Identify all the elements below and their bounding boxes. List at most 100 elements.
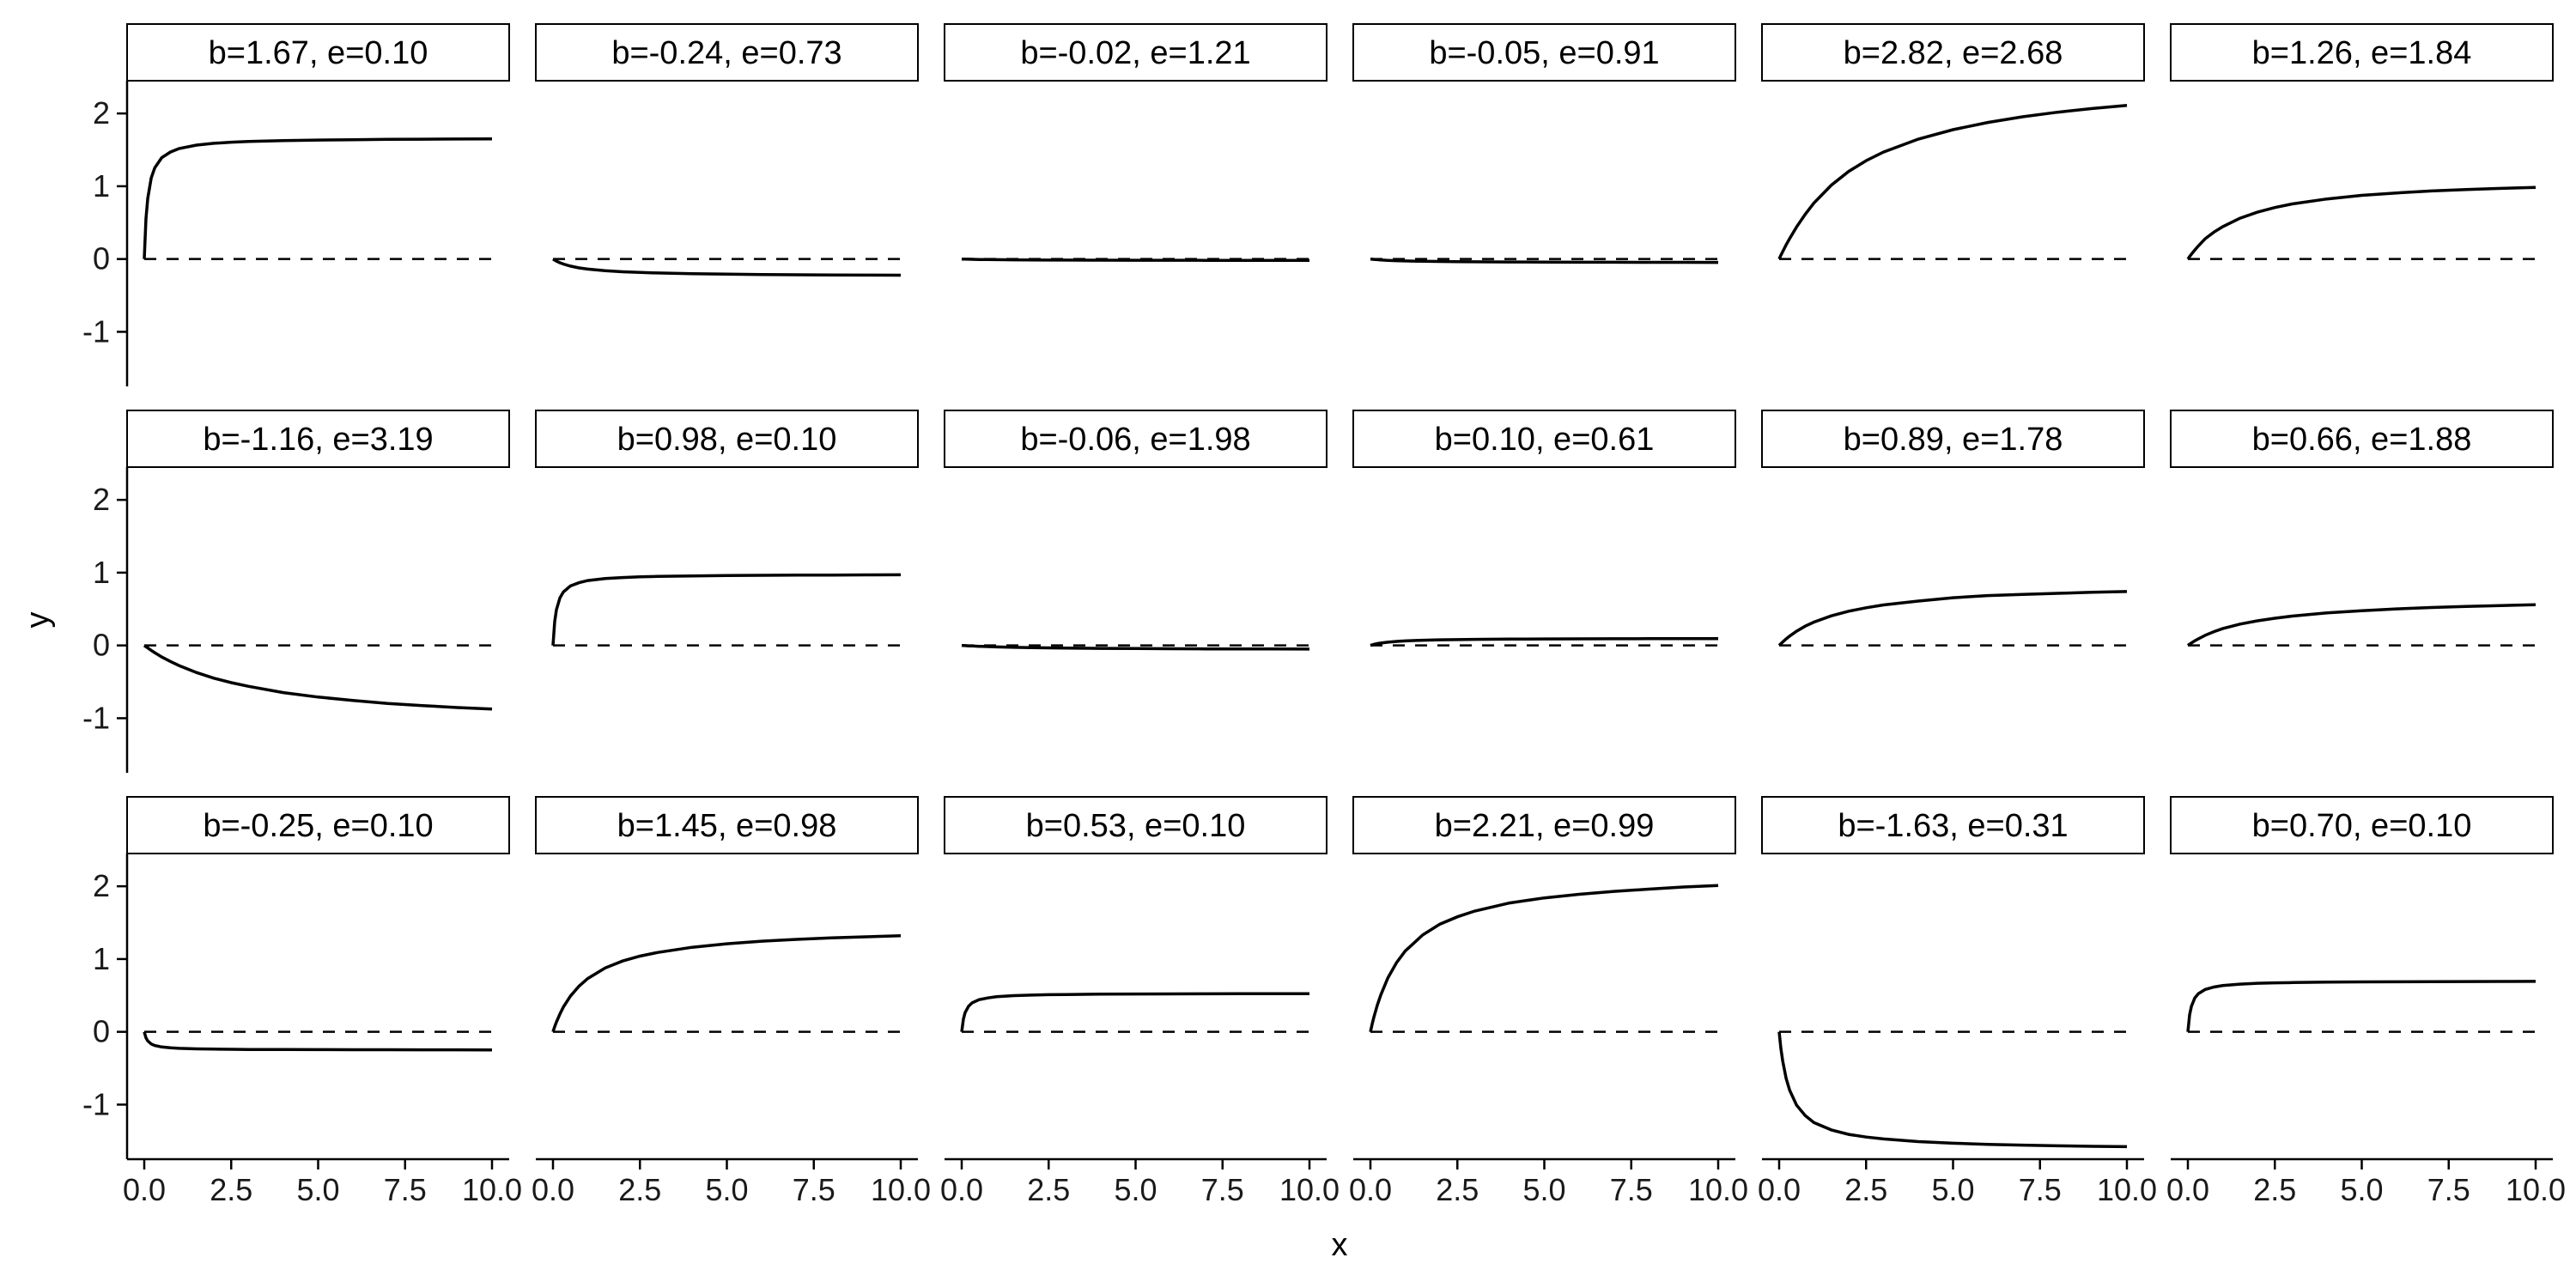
facet-strip bbox=[2170, 796, 2554, 854]
series-line bbox=[1370, 636, 1718, 647]
y-tick-label: -1 bbox=[82, 1086, 110, 1121]
y-tick-label: 1 bbox=[93, 168, 110, 204]
facet-strip bbox=[126, 23, 510, 82]
y-tick-label: 2 bbox=[93, 95, 110, 131]
x-tick-label: 5.0 bbox=[296, 1172, 339, 1207]
facet-panel: b=-1.16, e=3.19 -1 0 1 2 bbox=[82, 410, 510, 773]
facet-strip-label: b=-0.05, e=0.91 bbox=[1429, 35, 1659, 71]
x-tick-label: 10.0 bbox=[2097, 1172, 2157, 1207]
facet-strip bbox=[2170, 23, 2554, 82]
series-line bbox=[1777, 590, 2128, 647]
x-tick-label: 0.0 bbox=[1349, 1172, 1392, 1207]
x-tick-label: 10.0 bbox=[462, 1172, 522, 1207]
facet-strip bbox=[1352, 23, 1736, 82]
series-line bbox=[961, 643, 1310, 651]
x-tick-label: 10.0 bbox=[1688, 1172, 1748, 1207]
facet-strip-label: b=0.89, e=1.78 bbox=[1844, 422, 2063, 458]
series-line bbox=[143, 137, 493, 259]
facet-strip-label: b=-0.06, e=1.98 bbox=[1020, 422, 1250, 458]
facet-strip-label: b=0.10, e=0.61 bbox=[1435, 422, 1655, 458]
series-line bbox=[2186, 603, 2537, 647]
y-axis-title: y bbox=[20, 612, 56, 629]
x-tick-label: 2.5 bbox=[2253, 1172, 2296, 1207]
series-line bbox=[1777, 104, 2128, 260]
series-line bbox=[551, 573, 902, 646]
x-tick-label: 7.5 bbox=[1610, 1172, 1653, 1207]
y-tick-label: -1 bbox=[82, 700, 110, 735]
y-tick-label: 2 bbox=[93, 482, 110, 517]
x-tick-label: 10.0 bbox=[871, 1172, 931, 1207]
facet-strip-label: b=-0.25, e=0.10 bbox=[203, 808, 433, 844]
facet-strip bbox=[944, 23, 1327, 82]
x-axis-title: x bbox=[1332, 1227, 1348, 1263]
facet-panel: b=1.26, e=1.84 bbox=[2170, 23, 2554, 260]
x-tick-label: 5.0 bbox=[1931, 1172, 1974, 1207]
series-line bbox=[960, 992, 1310, 1032]
x-tick-label: 7.5 bbox=[2019, 1172, 2062, 1207]
facet-strip bbox=[1761, 23, 2145, 82]
facet-panel: b=-0.05, e=0.91 bbox=[1352, 23, 1736, 264]
facet-panel: b=-0.25, e=0.10 -1 0 1 2 0.0 2.5 5.0 7.5 10.0 bbox=[82, 796, 522, 1207]
series-line bbox=[143, 1031, 493, 1052]
facet-strip bbox=[944, 410, 1327, 468]
series-line bbox=[2186, 185, 2537, 260]
facet-strip bbox=[126, 796, 510, 854]
x-tick-label: 7.5 bbox=[384, 1172, 427, 1207]
x-tick-label: 10.0 bbox=[2506, 1172, 2566, 1207]
facet-strip-label: b=0.98, e=0.10 bbox=[617, 422, 837, 458]
facet-strip-label: b=1.26, e=1.84 bbox=[2252, 35, 2472, 71]
y-tick-label: 1 bbox=[93, 941, 110, 976]
facet-strip-label: b=0.53, e=0.10 bbox=[1026, 808, 1246, 844]
y-tick-label: 2 bbox=[93, 868, 110, 903]
facet-strip-label: b=1.45, e=0.98 bbox=[617, 808, 837, 844]
facet-strip-label: b=-0.24, e=0.73 bbox=[611, 35, 841, 71]
facet-panel: b=-0.24, e=0.73 bbox=[535, 23, 919, 277]
facet-strip bbox=[944, 796, 1327, 854]
x-tick-label: 5.0 bbox=[705, 1172, 748, 1207]
x-tick-label: 0.0 bbox=[940, 1172, 983, 1207]
x-tick-label: 5.0 bbox=[2340, 1172, 2383, 1207]
x-tick-label: 2.5 bbox=[618, 1172, 661, 1207]
facet-strip-label: b=2.82, e=2.68 bbox=[1844, 35, 2063, 71]
facet-strip-label: b=-1.63, e=0.31 bbox=[1838, 808, 2068, 844]
facet-strip bbox=[1352, 410, 1736, 468]
facet-strip-label: b=0.70, e=0.10 bbox=[2252, 808, 2472, 844]
series-line bbox=[1777, 1031, 2128, 1149]
x-tick-label: 5.0 bbox=[1114, 1172, 1157, 1207]
facet-panel: b=-0.06, e=1.98 bbox=[944, 410, 1327, 651]
facet-strip-label: b=0.66, e=1.88 bbox=[2252, 422, 2472, 458]
facet-strip bbox=[1761, 796, 2145, 854]
facet-panel: b=2.82, e=2.68 bbox=[1761, 23, 2145, 260]
facet-panel: b=1.67, e=0.10 -1 0 1 2 bbox=[82, 23, 510, 386]
x-tick-label: 7.5 bbox=[2427, 1172, 2470, 1207]
facet-panel: b=-1.63, e=0.31 0.0 2.5 5.0 7.5 10.0 bbox=[1758, 796, 2157, 1207]
facet-panel: b=0.70, e=0.10 0.0 2.5 5.0 7.5 10.0 bbox=[2166, 796, 2566, 1207]
facet-strip bbox=[535, 23, 919, 82]
x-tick-label: 0.0 bbox=[123, 1172, 166, 1207]
x-tick-label: 0.0 bbox=[532, 1172, 574, 1207]
y-tick-label: -1 bbox=[82, 313, 110, 349]
y-tick-label: 0 bbox=[93, 241, 110, 276]
facet-strip bbox=[126, 410, 510, 468]
facet-strip bbox=[1761, 410, 2145, 468]
facet-panel: b=0.10, e=0.61 bbox=[1352, 410, 1736, 647]
series-line bbox=[961, 257, 1310, 263]
facet-panels: b=1.67, e=0.10 -1 0 1 2 b=-0.24, e=0.73 b=-0.0… bbox=[82, 23, 2566, 1207]
facet-panel: b=1.45, e=0.98 0.0 2.5 5.0 7.5 10.0 bbox=[532, 796, 931, 1207]
series-line bbox=[2186, 980, 2537, 1032]
facet-panel: b=-0.02, e=1.21 bbox=[944, 23, 1327, 263]
series-line bbox=[551, 934, 902, 1033]
x-tick-label: 10.0 bbox=[1279, 1172, 1340, 1207]
x-tick-label: 0.0 bbox=[2166, 1172, 2209, 1207]
x-tick-label: 5.0 bbox=[1522, 1172, 1565, 1207]
series-line bbox=[1369, 884, 1719, 1033]
facet-strip-label: b=-1.16, e=3.19 bbox=[203, 422, 433, 458]
x-tick-label: 2.5 bbox=[1844, 1172, 1887, 1207]
x-tick-label: 7.5 bbox=[1201, 1172, 1244, 1207]
x-tick-label: 2.5 bbox=[1027, 1172, 1070, 1207]
y-tick-label: 0 bbox=[93, 628, 110, 663]
series-line bbox=[1370, 257, 1719, 264]
facet-panel: b=2.21, e=0.99 0.0 2.5 5.0 7.5 10.0 bbox=[1349, 796, 1748, 1207]
facet-strip-label: b=-0.02, e=1.21 bbox=[1020, 35, 1250, 71]
facet-strip bbox=[535, 410, 919, 468]
